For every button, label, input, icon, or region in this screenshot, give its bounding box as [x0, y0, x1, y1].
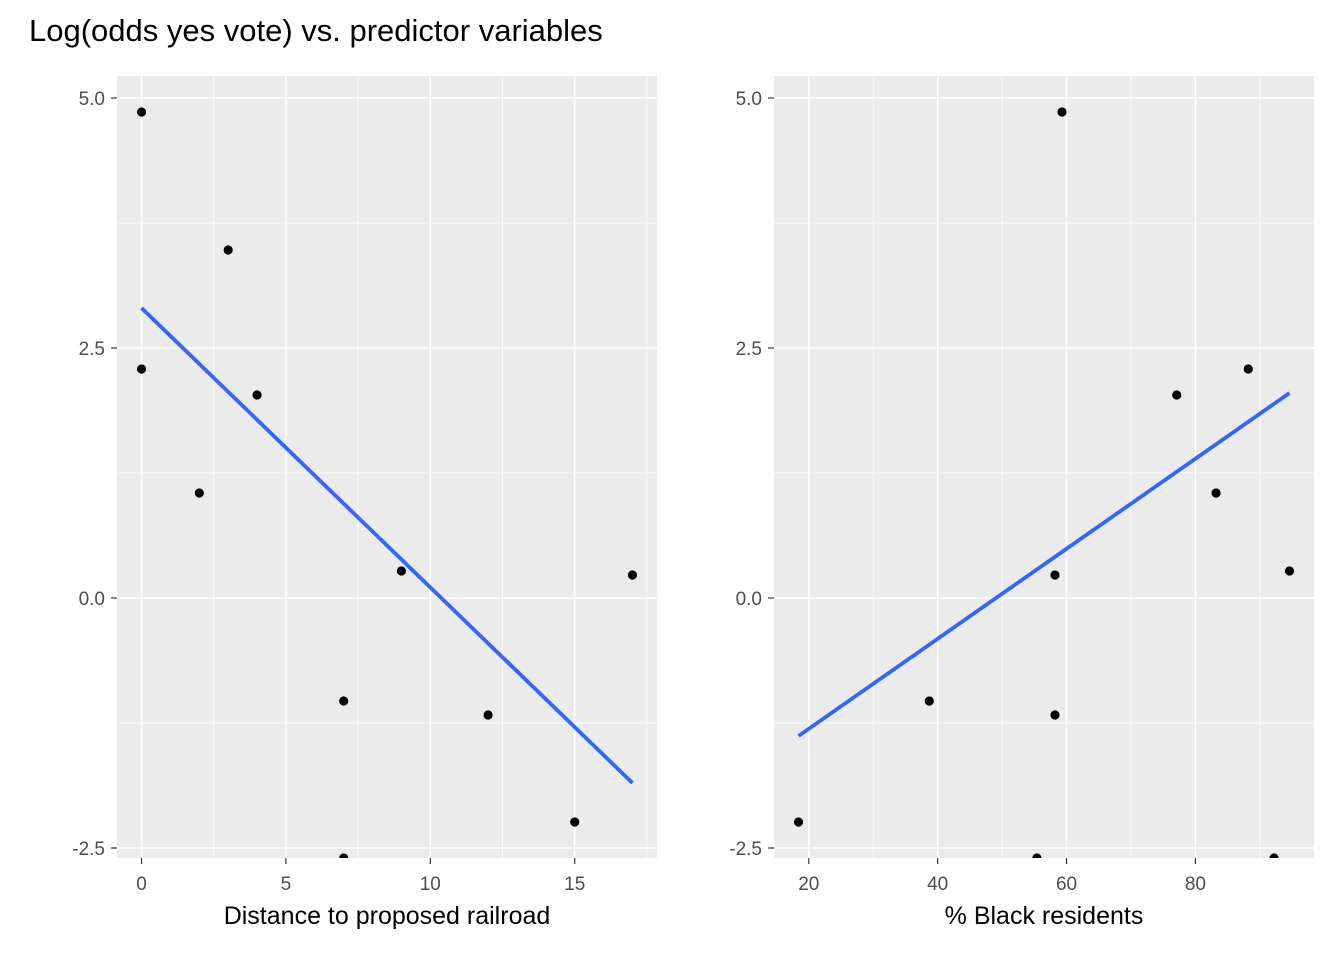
- black-residents-y-tick-label: 0.0: [736, 589, 762, 610]
- distance-x-tick-label: 15: [564, 874, 585, 895]
- black-residents-y-tick-label: 2.5: [736, 339, 762, 360]
- distance-x-tick-label: 5: [281, 874, 292, 895]
- black-residents-data-point: [1172, 390, 1182, 400]
- black-residents-data-point: [1284, 566, 1295, 576]
- black-residents-x-tick-label: 60: [1056, 874, 1077, 895]
- black-residents-data-layer: [793, 107, 1295, 858]
- black-residents-fit-line: [797, 391, 1291, 738]
- distance-data-point: [136, 364, 147, 374]
- x-axis-title-distance: Distance to proposed railroad: [224, 902, 551, 930]
- black-residents-data-point: [1050, 710, 1060, 720]
- distance-plot-layer: 0 5 10 15 -2.5 0.0 2.5 5.0: [72, 76, 657, 895]
- black-residents-data-point: [1269, 853, 1279, 858]
- black-residents-data-point: [793, 817, 804, 827]
- black-residents-data-point: [1211, 488, 1221, 498]
- distance-x-tick-label: 10: [420, 874, 441, 895]
- black-residents-x-tick-label: 80: [1185, 874, 1206, 895]
- black-residents-data-point: [1243, 364, 1253, 374]
- distance-fit-line: [140, 306, 634, 785]
- black-residents-data-point: [924, 696, 934, 706]
- distance-data-point: [483, 710, 493, 720]
- black-residents-panel-background: [774, 76, 1314, 858]
- black-residents-x-tick-label: 40: [927, 874, 948, 895]
- distance-data-point: [252, 390, 262, 400]
- distance-panel-background: [117, 76, 657, 858]
- distance-data-point: [570, 817, 580, 827]
- distance-data-point: [194, 488, 204, 498]
- distance-data-point: [223, 245, 233, 255]
- distance-y-tick-label: -2.5: [72, 839, 105, 860]
- x-axis-title-black-residents: % Black residents: [945, 902, 1144, 930]
- distance-data-point: [339, 696, 349, 706]
- black-residents-data-point: [1050, 570, 1060, 580]
- distance-data-point: [627, 570, 638, 580]
- black-residents-plot-layer: 20 40 60 80 -2.5 0.0 2.5 5.0: [729, 76, 1314, 895]
- distance-data-layer: [136, 107, 638, 858]
- black-residents-y-tick-label: 5.0: [736, 89, 762, 110]
- distance-data-point: [396, 566, 407, 576]
- distance-x-tick-label: 0: [136, 874, 147, 895]
- distance-y-tick-label: 0.0: [79, 589, 105, 610]
- distance-y-tick-label: 5.0: [79, 89, 105, 110]
- black-residents-panel: 20 40 60 80 -2.5 0.0 2.5 5.0 % Black residents: [729, 76, 1314, 930]
- black-residents-data-point: [1057, 107, 1067, 117]
- black-residents-y-tick-label: -2.5: [729, 839, 762, 860]
- distance-data-point: [339, 853, 349, 858]
- distance-panel: 0 5 10 15 -2.5 0.0 2.5 5.0 Distance to proposed…: [72, 76, 657, 930]
- chart-title: Log(odds yes vote) vs. predictor variabl…: [29, 13, 603, 48]
- black-residents-x-tick-label: 20: [798, 874, 819, 895]
- distance-data-point: [136, 107, 147, 117]
- distance-y-tick-label: 2.5: [79, 339, 105, 360]
- black-residents-data-point: [1032, 853, 1042, 858]
